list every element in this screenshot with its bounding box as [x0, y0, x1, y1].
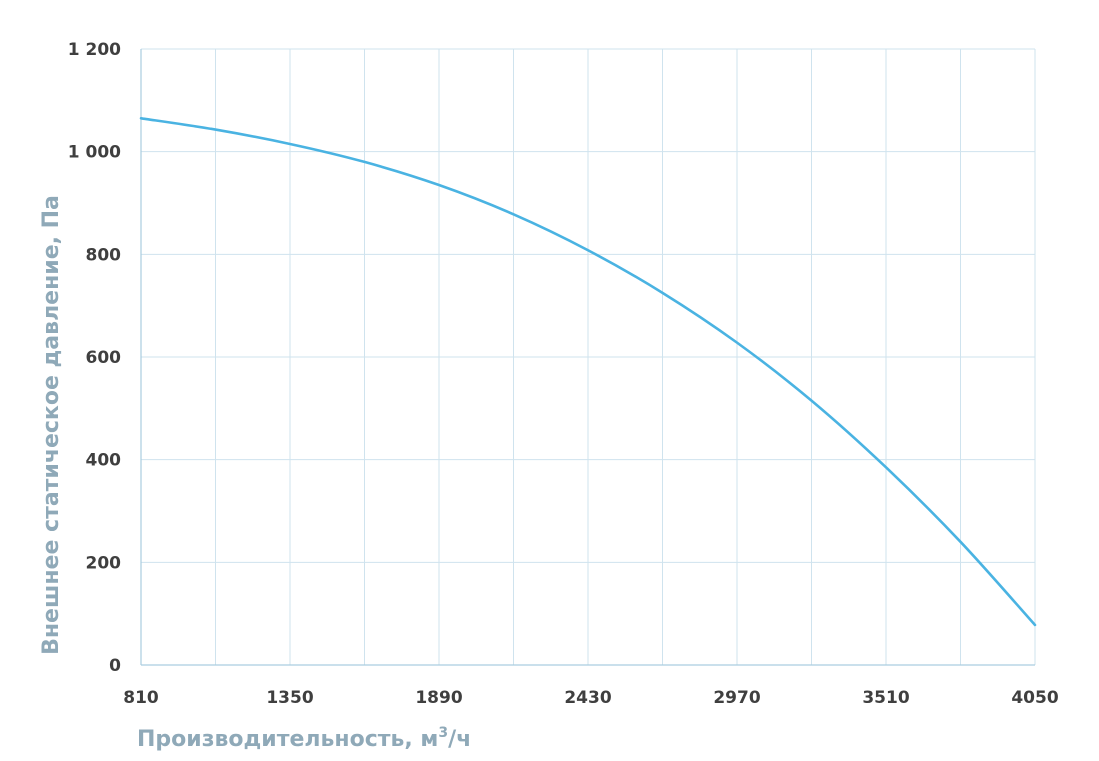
- x-axis-title-tail: /ч: [448, 727, 471, 752]
- x-tick-labels: 810 1350 1890 2430 2970 3510 4050: [123, 688, 1059, 708]
- grid: [141, 48, 1036, 665]
- x-tick-label: 2430: [564, 688, 611, 708]
- x-tick-label: 3510: [862, 688, 909, 708]
- x-tick-label: 1350: [266, 688, 313, 708]
- y-tick-label: 1 000: [68, 143, 121, 163]
- x-tick-label: 1890: [415, 688, 462, 708]
- x-tick-label: 810: [123, 688, 159, 708]
- y-tick-label: 800: [86, 245, 122, 265]
- x-axis-title-sup: 3: [438, 725, 448, 741]
- y-axis-title: Внешнее статическое давление, Па: [39, 195, 64, 655]
- x-tick-label: 4050: [1011, 688, 1058, 708]
- series-layer: [139, 117, 1037, 627]
- y-tick-label: 1 200: [68, 40, 121, 60]
- y-tick-label: 0: [109, 656, 121, 676]
- x-tick-label: 2970: [713, 688, 760, 708]
- x-axis-title-main: Производительность, м: [137, 727, 438, 752]
- y-tick-label: 600: [86, 348, 122, 368]
- y-tick-label: 400: [86, 451, 122, 471]
- axes: [140, 49, 1035, 666]
- y-tick-labels: 0 200 400 600 800 1 000 1 200: [68, 40, 121, 676]
- series-line: [139, 117, 1037, 627]
- y-tick-label: 200: [86, 553, 122, 573]
- x-axis-title: Производительность, м3/ч: [137, 725, 471, 752]
